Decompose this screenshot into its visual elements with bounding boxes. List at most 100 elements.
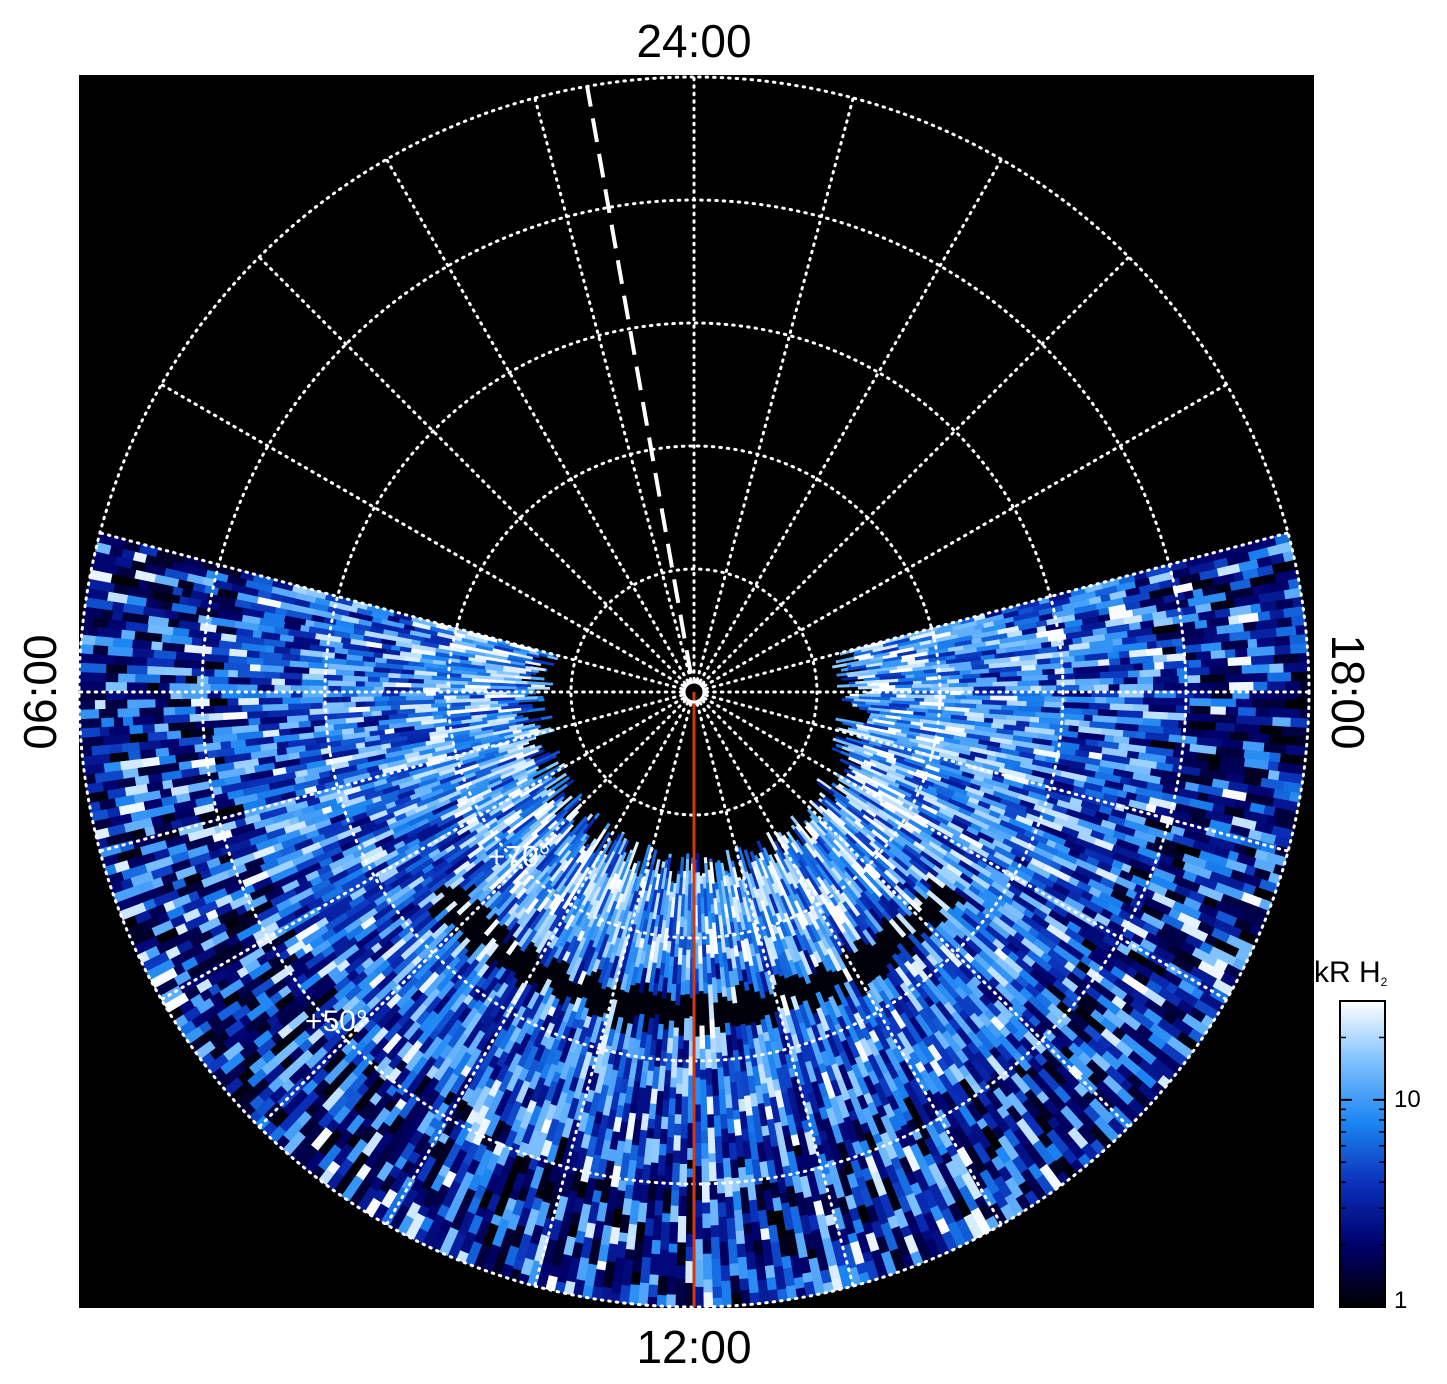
- heatmap-cell: [1260, 699, 1287, 710]
- heatmap-cell: [650, 1239, 661, 1255]
- heatmap-cell: [668, 1086, 677, 1099]
- heatmap-cell: [1199, 682, 1214, 692]
- heatmap-cell: [707, 1152, 716, 1163]
- heatmap-cell: [1237, 707, 1256, 717]
- heatmap-cell: [617, 1231, 628, 1243]
- heatmap-cell: [1271, 716, 1291, 728]
- heatmap-cell: [701, 1227, 712, 1241]
- heatmap-cell: [647, 1283, 659, 1298]
- heatmap-cell: [1171, 638, 1184, 648]
- heatmap-cell: [1004, 685, 1031, 692]
- local-time-label-top: 24:00: [636, 15, 752, 67]
- heatmap-cell: [677, 1195, 687, 1217]
- heatmap-cell: [1038, 679, 1057, 687]
- heatmap-cell: [1097, 659, 1110, 667]
- heatmap-cell: [728, 1262, 739, 1277]
- heatmap-cell: [675, 1264, 686, 1280]
- heatmap-cell: [666, 1251, 678, 1277]
- heatmap-cell: [836, 672, 847, 677]
- heatmap-cell: [702, 873, 706, 877]
- heatmap-cell: [1153, 661, 1165, 671]
- heatmap-cell: [701, 943, 707, 958]
- heatmap-cell: [1105, 697, 1125, 705]
- heatmap-cell: [676, 1241, 686, 1266]
- heatmap-cell: [719, 1113, 728, 1130]
- heatmap-cell: [717, 1201, 727, 1218]
- heatmap-cell: [1210, 690, 1233, 700]
- heatmap-cell: [1138, 669, 1161, 678]
- heatmap-cell: [946, 678, 960, 685]
- heatmap-cell: [1136, 683, 1154, 692]
- heatmap-cell: [1152, 675, 1179, 685]
- heatmap-cell: [706, 1113, 715, 1128]
- heatmap-cell: [1136, 676, 1154, 685]
- heatmap-cell: [911, 683, 932, 689]
- heatmap-cell: [1284, 681, 1301, 692]
- heatmap-cell: [1163, 683, 1181, 692]
- heatmap-cell: [665, 1136, 674, 1154]
- heatmap-cell: [718, 1240, 730, 1266]
- heatmap-cell: [684, 979, 690, 995]
- heatmap-cell: [721, 1142, 730, 1159]
- heatmap-cell: [1016, 680, 1039, 687]
- heatmap-cell: [735, 1242, 747, 1258]
- heatmap-cell: [1161, 646, 1177, 656]
- heatmap-cell: [732, 1109, 741, 1120]
- heatmap-cell: [1175, 705, 1191, 714]
- heatmap-cell: [700, 1158, 710, 1183]
- heatmap-cell: [729, 1274, 741, 1294]
- heatmap-cell: [660, 1115, 669, 1130]
- heatmap-cell: [1268, 663, 1284, 674]
- heatmap-cell: [595, 1259, 607, 1271]
- heatmap-cell: [962, 686, 974, 692]
- heatmap-cell: [680, 1113, 688, 1125]
- heatmap-cell: [647, 1187, 657, 1201]
- heatmap-cell: [1186, 666, 1210, 677]
- heatmap-cell: [1257, 610, 1271, 622]
- heatmap-cell: [841, 698, 854, 702]
- heatmap-cell: [677, 1034, 684, 1050]
- heatmap-cell: [1166, 712, 1187, 722]
- heatmap-cell: [839, 652, 842, 656]
- heatmap-cell: [702, 982, 709, 994]
- heatmap-cell: [1108, 684, 1120, 692]
- heatmap-cell: [704, 1034, 711, 1050]
- heatmap-cell: [669, 1076, 677, 1088]
- heatmap-cell: [836, 684, 850, 688]
- heatmap-cell: [1289, 643, 1309, 655]
- heatmap-cell: [1261, 716, 1273, 727]
- heatmap-cell: [910, 687, 931, 692]
- heatmap-cell: [665, 1293, 676, 1308]
- heatmap-cell: [717, 1216, 728, 1243]
- heatmap-cell: [705, 1067, 713, 1086]
- heatmap-cell: [831, 665, 836, 669]
- heatmap-cell: [656, 1275, 668, 1296]
- heatmap-cell: [699, 1078, 707, 1101]
- heatmap-cell: [1072, 666, 1085, 675]
- heatmap-cell: [702, 1278, 713, 1293]
- heatmap-cell: [656, 1294, 667, 1307]
- heatmap-cell: [1246, 638, 1258, 649]
- heatmap-cell: [727, 1132, 736, 1144]
- heatmap-cell: [1041, 668, 1055, 676]
- heatmap-cell: [912, 680, 922, 686]
- heatmap-cell: [664, 1152, 674, 1167]
- heatmap-cell: [698, 1013, 705, 1026]
- heatmap-cell: [1189, 705, 1211, 715]
- heatmap-cell: [1199, 674, 1226, 684]
- heatmap-cell: [730, 1176, 741, 1192]
- heatmap-cell: [683, 1006, 690, 1019]
- heatmap-cell: [1127, 670, 1140, 679]
- heatmap-cell: [679, 1137, 688, 1165]
- heatmap-cell: [1200, 657, 1228, 668]
- heatmap-cell: [1118, 683, 1137, 692]
- heatmap-cell: [1194, 651, 1212, 661]
- heatmap-cell: [685, 858, 690, 873]
- heatmap-cell: [1274, 635, 1291, 647]
- heatmap-cell: [684, 967, 691, 981]
- heatmap-cell: [1094, 696, 1107, 704]
- heatmap-cell: [738, 1277, 750, 1291]
- heatmap-cell: [1074, 672, 1101, 680]
- heatmap-cell: [1272, 653, 1299, 665]
